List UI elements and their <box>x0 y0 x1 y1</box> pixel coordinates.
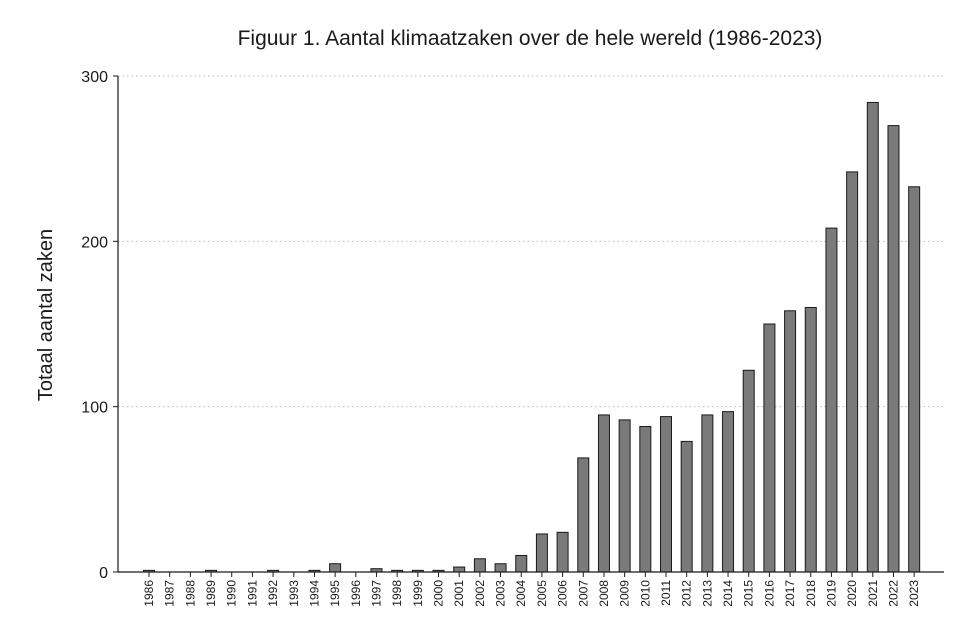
x-tick-label: 1995 <box>328 580 342 607</box>
x-tick-label: 2021 <box>866 580 880 607</box>
bars <box>143 101 921 573</box>
bar-2018 <box>804 306 817 573</box>
y-tick-label: 200 <box>81 234 108 251</box>
x-tick-label: 1987 <box>163 580 177 607</box>
bar-2002 <box>473 558 486 573</box>
bar-2015 <box>742 369 755 573</box>
x-tick-label: 2008 <box>597 580 611 607</box>
bar-1995 <box>329 563 342 573</box>
x-tick-label: 1996 <box>349 580 363 607</box>
bar-2005 <box>535 533 548 573</box>
x-tick-label: 1998 <box>390 580 404 607</box>
gridlines <box>118 75 944 408</box>
bar-2014 <box>722 411 735 573</box>
x-tick-label: 2005 <box>535 580 549 607</box>
x-tick-label: 2022 <box>886 580 900 607</box>
bar-2011 <box>660 416 672 573</box>
y-tick-label: 0 <box>99 565 108 582</box>
x-tick-label: 1989 <box>204 580 218 607</box>
bar-2001 <box>453 566 466 573</box>
x-tick-label: 1990 <box>225 580 239 607</box>
x-tick-label: 2018 <box>804 580 818 607</box>
x-tick-label: 2010 <box>638 580 652 607</box>
x-axis: 1986 1987 1988 1989 1990 1991 1992 1993 1994 1995… <box>118 571 944 607</box>
y-axis-label: Totaal aantal zaken <box>35 229 57 401</box>
bar-2013 <box>701 414 714 573</box>
bar-2020 <box>846 171 859 573</box>
x-tick-label: 2015 <box>742 580 756 607</box>
y-axis: 0 100 200 300 <box>81 69 119 582</box>
bar-2003 <box>494 563 507 573</box>
x-tick-label: 1988 <box>183 580 197 607</box>
bar-2007 <box>577 457 590 573</box>
x-tick-label: 2004 <box>514 580 528 607</box>
bar-2008 <box>597 414 610 573</box>
x-tick-label: 2012 <box>680 580 694 607</box>
bar-2023 <box>908 186 921 573</box>
x-tick-label: 2013 <box>700 580 714 607</box>
x-tick-label: 2001 <box>452 580 466 607</box>
x-tick-label: 1992 <box>266 580 280 607</box>
bar-2016 <box>763 323 776 573</box>
bar-2010 <box>639 426 652 573</box>
x-tick-label: 1994 <box>307 580 321 607</box>
bar-2006 <box>556 531 569 573</box>
x-tick-label: 1999 <box>411 580 425 607</box>
x-tick-label: 2016 <box>762 580 776 607</box>
bar-2012 <box>680 440 693 573</box>
x-tick-label: 1986 <box>142 580 156 607</box>
bar-2009 <box>618 419 631 573</box>
x-tick-label: 2000 <box>432 580 446 607</box>
bar-2017 <box>784 310 797 573</box>
y-tick-label: 100 <box>81 400 108 417</box>
x-tick-label: 2017 <box>783 580 797 607</box>
bar-2004 <box>515 554 528 573</box>
x-tick-label: 2006 <box>556 580 570 607</box>
x-tick-label: 2020 <box>845 580 859 607</box>
x-tick-label: 1997 <box>369 580 383 607</box>
bar-2021 <box>866 101 879 573</box>
x-tick-label: 2002 <box>473 580 487 607</box>
x-tick-label: 2011 <box>659 580 673 606</box>
bar-2022 <box>887 125 900 573</box>
x-tick-label: 1993 <box>287 580 301 607</box>
x-tick-label: 2009 <box>618 580 632 607</box>
bar-2019 <box>825 227 838 573</box>
x-tick-label: 2019 <box>824 580 838 607</box>
x-tick-label: 1991 <box>245 580 259 607</box>
x-tick-label: 2014 <box>721 580 735 607</box>
x-tick-label: 2023 <box>907 580 921 607</box>
y-tick-label: 300 <box>81 69 108 86</box>
chart-title: Figuur 1. Aantal klimaatzaken over de he… <box>238 27 823 50</box>
x-tick-label: 2007 <box>576 580 590 607</box>
x-tick-label: 2003 <box>494 580 508 607</box>
